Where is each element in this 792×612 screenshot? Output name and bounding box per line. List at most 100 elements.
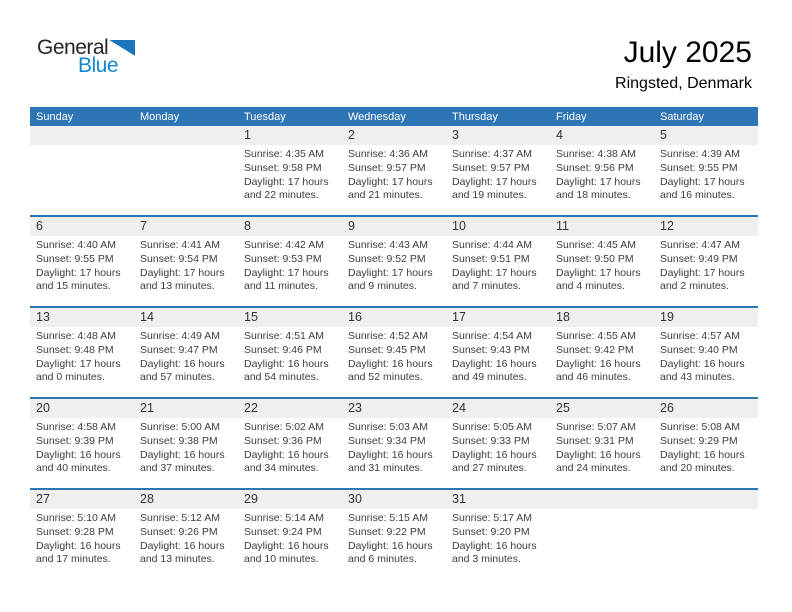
week-row: 27 Sunrise: 5:10 AM Sunset: 9:28 PM Dayligh… <box>30 488 758 579</box>
sunrise-text: Sunrise: 5:10 AM <box>36 512 116 524</box>
week-row: 13 Sunrise: 4:48 AM Sunset: 9:48 PM Dayligh… <box>30 306 758 397</box>
day-cell-7: 7 Sunrise: 4:41 AM Sunset: 9:54 PM Daylight… <box>134 217 238 306</box>
daylight-hours-text: Daylight: 17 hours <box>36 266 121 279</box>
weekday-header-wednesday: Wednesday <box>348 110 406 123</box>
day-number: 3 <box>452 128 459 142</box>
day-number: 24 <box>452 401 466 415</box>
sunrise-text: Sunrise: 5:08 AM <box>660 421 740 433</box>
day-cell-16: 16 Sunrise: 4:52 AM Sunset: 9:45 PM Dayligh… <box>342 308 446 397</box>
day-number: 18 <box>556 310 570 324</box>
day-cell-9: 9 Sunrise: 4:43 AM Sunset: 9:52 PM Daylight… <box>342 217 446 306</box>
sunset-text: Sunset: 9:43 PM <box>452 343 530 356</box>
sunset-text: Sunset: 9:50 PM <box>556 252 634 265</box>
daylight-minutes-text: and 19 minutes. <box>452 189 527 202</box>
day-cell-empty <box>654 490 758 579</box>
sunrise-text: Sunrise: 5:07 AM <box>556 421 636 433</box>
daylight-hours-text: Daylight: 17 hours <box>660 266 745 279</box>
day-number <box>36 126 129 145</box>
sunset-text: Sunset: 9:52 PM <box>348 252 426 265</box>
day-cell-empty <box>550 490 654 579</box>
daylight-minutes-text: and 3 minutes. <box>452 553 521 566</box>
day-number: 27 <box>36 492 50 506</box>
daylight-hours-text: Daylight: 16 hours <box>348 539 433 552</box>
day-cell-28: 28 Sunrise: 5:12 AM Sunset: 9:26 PM Dayligh… <box>134 490 238 579</box>
daylight-minutes-text: and 31 minutes. <box>348 462 423 475</box>
daylight-hours-text: Daylight: 17 hours <box>452 175 537 188</box>
day-cell-3: 3 Sunrise: 4:37 AM Sunset: 9:57 PM Daylight… <box>446 126 550 215</box>
daylight-hours-text: Daylight: 17 hours <box>244 266 329 279</box>
sunset-text: Sunset: 9:54 PM <box>140 252 218 265</box>
day-number: 8 <box>244 219 251 233</box>
sunrise-text: Sunrise: 4:52 AM <box>348 330 428 342</box>
weekday-header-saturday: Saturday <box>660 110 705 123</box>
day-number: 31 <box>452 492 466 506</box>
daylight-minutes-text: and 37 minutes. <box>140 462 215 475</box>
day-cell-19: 19 Sunrise: 4:57 AM Sunset: 9:40 PM Dayligh… <box>654 308 758 397</box>
daylight-hours-text: Daylight: 16 hours <box>556 448 641 461</box>
sunset-text: Sunset: 9:49 PM <box>660 252 738 265</box>
daylight-minutes-text: and 9 minutes. <box>348 280 417 293</box>
day-cell-empty <box>134 126 238 215</box>
week-row: 6 Sunrise: 4:40 AM Sunset: 9:55 PM Daylight… <box>30 215 758 306</box>
day-number: 22 <box>244 401 258 415</box>
day-cell-empty <box>30 126 134 215</box>
sunset-text: Sunset: 9:57 PM <box>348 161 426 174</box>
weekday-header-friday: Friday <box>556 110 587 123</box>
day-cell-25: 25 Sunrise: 5:07 AM Sunset: 9:31 PM Dayligh… <box>550 399 654 488</box>
daylight-minutes-text: and 24 minutes. <box>556 462 631 475</box>
sunrise-text: Sunrise: 4:38 AM <box>556 148 636 160</box>
day-number: 16 <box>348 310 362 324</box>
general-blue-logo: General Blue <box>37 37 136 77</box>
sunrise-text: Sunrise: 5:17 AM <box>452 512 532 524</box>
sunrise-text: Sunrise: 5:03 AM <box>348 421 428 433</box>
daylight-minutes-text: and 22 minutes. <box>244 189 319 202</box>
day-cell-8: 8 Sunrise: 4:42 AM Sunset: 9:53 PM Daylight… <box>238 217 342 306</box>
logo-top-row: General <box>37 37 136 58</box>
logo-text-blue: Blue <box>78 54 119 77</box>
daylight-hours-text: Daylight: 16 hours <box>244 357 329 370</box>
day-cell-11: 11 Sunrise: 4:45 AM Sunset: 9:50 PM Dayligh… <box>550 217 654 306</box>
sunrise-text: Sunrise: 4:39 AM <box>660 148 740 160</box>
sunrise-text: Sunrise: 4:45 AM <box>556 239 636 251</box>
daylight-hours-text: Daylight: 17 hours <box>244 175 329 188</box>
daylight-minutes-text: and 10 minutes. <box>244 553 319 566</box>
day-cell-21: 21 Sunrise: 5:00 AM Sunset: 9:38 PM Dayligh… <box>134 399 238 488</box>
day-cell-12: 12 Sunrise: 4:47 AM Sunset: 9:49 PM Dayligh… <box>654 217 758 306</box>
daylight-hours-text: Daylight: 16 hours <box>452 357 537 370</box>
day-cell-5: 5 Sunrise: 4:39 AM Sunset: 9:55 PM Daylight… <box>654 126 758 215</box>
day-cell-20: 20 Sunrise: 4:58 AM Sunset: 9:39 PM Dayligh… <box>30 399 134 488</box>
daylight-hours-text: Daylight: 16 hours <box>140 448 225 461</box>
day-number: 29 <box>244 492 258 506</box>
day-number: 23 <box>348 401 362 415</box>
sunrise-text: Sunrise: 4:43 AM <box>348 239 428 251</box>
calendar-table: Sunday Monday Tuesday Wednesday Thursday Frid… <box>30 107 758 579</box>
daylight-hours-text: Daylight: 16 hours <box>244 539 329 552</box>
sunset-text: Sunset: 9:57 PM <box>452 161 530 174</box>
sunrise-text: Sunrise: 5:15 AM <box>348 512 428 524</box>
daylight-minutes-text: and 2 minutes. <box>660 280 729 293</box>
sunrise-text: Sunrise: 5:12 AM <box>140 512 220 524</box>
sunset-text: Sunset: 9:56 PM <box>556 161 634 174</box>
sunset-text: Sunset: 9:24 PM <box>244 525 322 538</box>
daylight-hours-text: Daylight: 16 hours <box>140 357 225 370</box>
calendar-weeks: 1 Sunrise: 4:35 AM Sunset: 9:58 PM Daylight… <box>30 126 758 579</box>
day-cell-24: 24 Sunrise: 5:05 AM Sunset: 9:33 PM Dayligh… <box>446 399 550 488</box>
day-cell-13: 13 Sunrise: 4:48 AM Sunset: 9:48 PM Dayligh… <box>30 308 134 397</box>
sunset-text: Sunset: 9:36 PM <box>244 434 322 447</box>
sunrise-text: Sunrise: 5:05 AM <box>452 421 532 433</box>
daylight-minutes-text: and 54 minutes. <box>244 371 319 384</box>
day-number: 14 <box>140 310 154 324</box>
daylight-minutes-text: and 6 minutes. <box>348 553 417 566</box>
day-cell-17: 17 Sunrise: 4:54 AM Sunset: 9:43 PM Dayligh… <box>446 308 550 397</box>
daylight-minutes-text: and 57 minutes. <box>140 371 215 384</box>
day-number: 19 <box>660 310 674 324</box>
day-number: 20 <box>36 401 50 415</box>
daylight-hours-text: Daylight: 17 hours <box>36 357 121 370</box>
sunset-text: Sunset: 9:34 PM <box>348 434 426 447</box>
daylight-minutes-text: and 7 minutes. <box>452 280 521 293</box>
weekday-header-sunday: Sunday <box>36 110 74 123</box>
sunrise-text: Sunrise: 5:00 AM <box>140 421 220 433</box>
daylight-minutes-text: and 15 minutes. <box>36 280 111 293</box>
sunrise-text: Sunrise: 4:55 AM <box>556 330 636 342</box>
